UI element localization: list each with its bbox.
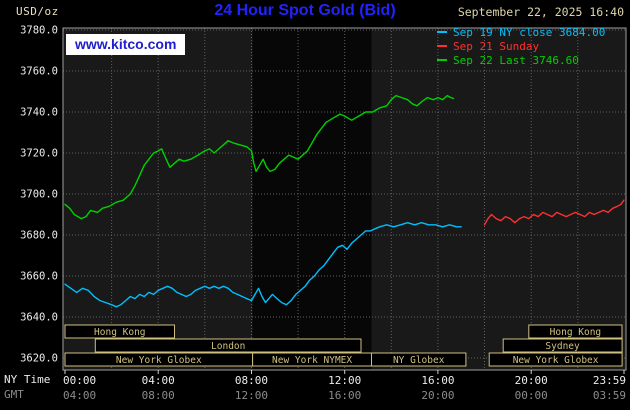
chart-title: 24 Hour Spot Gold (Bid) (214, 2, 396, 19)
y-axis-label: 3700.0 (20, 189, 58, 201)
session-label: Hong Kong (94, 327, 145, 338)
x-axis-label-nytime: 20:00 (515, 374, 548, 387)
x-axis-label-nytime: 16:00 (421, 374, 454, 387)
y-axis-label: 3720.0 (20, 148, 58, 160)
y-axis-label: 3760.0 (20, 66, 58, 78)
legend-label: Sep 22 Last 3746.60 (453, 53, 579, 67)
x-axis-label-nytime: 00:00 (63, 374, 96, 387)
x-axis-label-gmt: 00:00 (515, 389, 548, 402)
x-axis-label-nytime: 23:59 (593, 374, 626, 387)
x-axis-label-gmt: 20:00 (421, 389, 454, 402)
gmt-axis-label: GMT (4, 388, 24, 401)
x-axis-label-gmt: 04:00 (63, 389, 96, 402)
series-line-sep19 (64, 221, 462, 308)
legend-item-2: Sep 22 Last 3746.60 (437, 53, 605, 67)
y-axis-label: 3660.0 (20, 271, 58, 283)
x-axis-label-nytime: 08:00 (235, 374, 268, 387)
x-axis-label-gmt: 16:00 (328, 389, 361, 402)
session-label: London (211, 341, 245, 352)
ny-time-axis-label: NY Time (4, 373, 51, 386)
session-label: New York Globex (116, 355, 202, 366)
session-box-sydney (502, 338, 623, 353)
y-axis-label: 3620.0 (20, 353, 58, 365)
chart-legend: Sep 19 NY close 3684.00 Sep 21 Sunday Sep … (437, 25, 605, 67)
x-axis-label-nytime: 04:00 (142, 374, 175, 387)
y-axis-label: 3680.0 (20, 230, 58, 242)
y-axis-label: 3640.0 (20, 312, 58, 324)
chart-datetime-label: September 22, 2025 16:40 (457, 5, 624, 19)
y-axis-label: 3740.0 (20, 107, 58, 119)
legend-item-1: Sep 21 Sunday (437, 39, 605, 53)
legend-line-icon (437, 45, 447, 47)
session-label: New York NYMEX (272, 355, 352, 366)
session-box-london (94, 338, 362, 353)
legend-line-icon (437, 59, 447, 61)
legend-label: Sep 19 NY close 3684.00 (453, 25, 606, 39)
session-box-hong-kong (528, 324, 623, 339)
session-box-hong-kong (64, 324, 175, 339)
legend-item-0: Sep 19 NY close 3684.00 (437, 25, 605, 39)
price-units-label: USD/oz (16, 5, 59, 18)
session-box-ny-globex (371, 352, 467, 367)
session-label: Hong Kong (550, 327, 601, 338)
session-label: New York Globex (513, 355, 599, 366)
session-label: Sydney (545, 341, 580, 352)
x-axis-label-gmt: 08:00 (142, 389, 175, 402)
series-line-sep21 (483, 199, 625, 226)
series-line-sep22 (64, 94, 455, 220)
x-axis-label-gmt: 12:00 (235, 389, 268, 402)
y-axis-label: 3780.0 (20, 25, 58, 37)
legend-label: Sep 21 Sunday (453, 39, 540, 53)
session-box-new-york-globex (488, 352, 623, 367)
kitco-watermark-link[interactable]: www.kitco.com (66, 34, 186, 55)
x-axis-label-gmt: 03:59 (593, 389, 626, 402)
legend-line-icon (437, 31, 447, 33)
nymex-session-shading (252, 28, 372, 370)
session-label: NY Globex (393, 355, 445, 366)
x-axis-label-nytime: 12:00 (328, 374, 361, 387)
